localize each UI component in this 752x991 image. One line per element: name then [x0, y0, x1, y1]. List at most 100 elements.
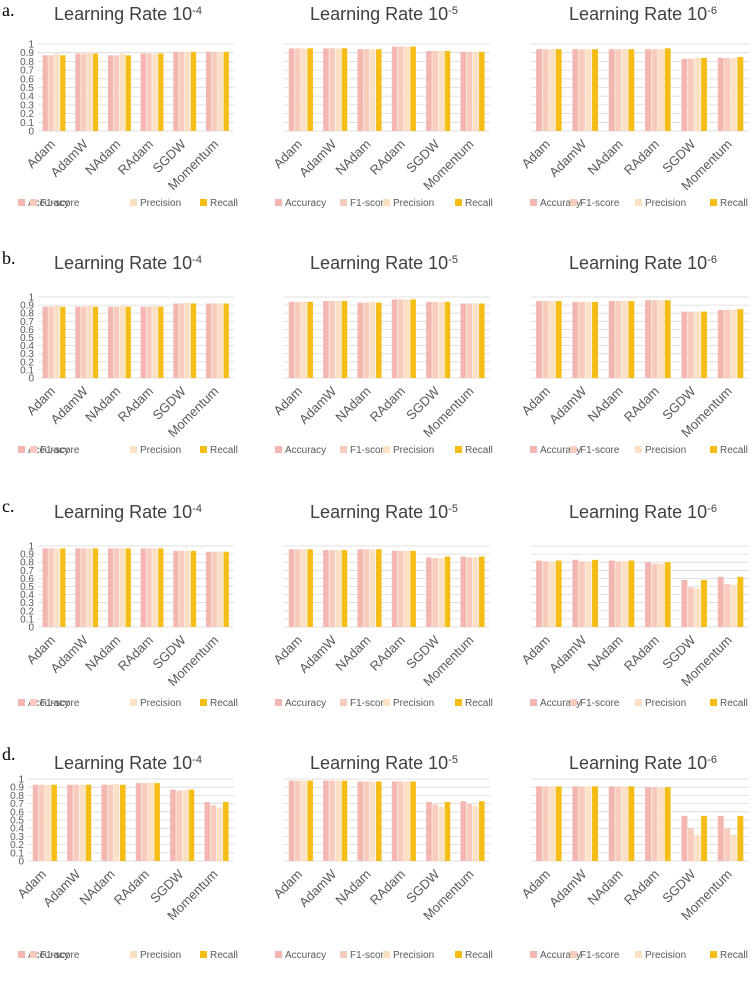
bar-precision-adamw — [87, 52, 93, 132]
bar-f1-score-adamw — [329, 550, 335, 627]
panel-label: c. — [2, 496, 15, 516]
legend-label: F1-score — [580, 698, 620, 709]
legend-label: Precision — [140, 198, 181, 209]
bar-accuracy-radam — [140, 548, 146, 627]
legend-swatch — [30, 699, 37, 706]
y-tick-label: 0.3 — [20, 100, 34, 111]
bar-accuracy-momentum — [205, 51, 212, 131]
chart-panel-3: b. Learning Rate 10-400.10.20.30.40.50.60… — [2, 248, 238, 456]
bar-precision-sgdw — [438, 558, 445, 627]
bar-precision-sgdw — [182, 790, 189, 861]
bar-accuracy-adam — [42, 548, 48, 627]
bar-recall-nadam — [376, 781, 382, 861]
bar-recall-radam — [664, 300, 671, 378]
x-category-label: NAdam — [332, 633, 373, 674]
y-tick-label: 0 — [28, 127, 34, 138]
bar-precision-sgdw — [438, 50, 445, 131]
chart-title: Learning Rate 10-5 — [310, 253, 458, 273]
x-category-label: RAdam — [367, 633, 408, 674]
bar-precision-radam — [658, 787, 665, 861]
bar-f1-score-adam — [542, 786, 549, 861]
legend-label: Recall — [465, 698, 493, 709]
bar-accuracy-radam — [645, 49, 652, 131]
bar-accuracy-momentum — [205, 551, 212, 627]
bar-precision-nadam — [621, 301, 628, 378]
chart-title: Learning Rate 10-5 — [310, 753, 458, 773]
y-tick-label: 0.9 — [10, 783, 24, 794]
y-tick-label: 0.8 — [20, 309, 34, 320]
bar-f1-score-momentum — [724, 584, 731, 627]
chart-panel-7: Learning Rate 10-5AdamAdamWNAdamRAdamSGD… — [270, 502, 492, 709]
bar-f1-score-sgdw — [687, 58, 694, 131]
bar-recall-momentum — [479, 303, 485, 378]
legend-label: Recall — [210, 698, 238, 709]
legend-label: Accuracy — [540, 198, 581, 209]
bar-accuracy-nadam — [101, 784, 108, 861]
bar-recall-radam — [158, 548, 164, 627]
bar-precision-sgdw — [185, 302, 191, 378]
legend-label: Recall — [465, 198, 493, 209]
bar-precision-adam — [549, 301, 556, 378]
bar-accuracy-sgdw — [681, 311, 688, 378]
bar-recall-radam — [410, 46, 416, 131]
bar-accuracy-adamw — [323, 780, 329, 861]
legend-swatch — [275, 446, 282, 453]
chart-title-exponent: -5 — [448, 5, 458, 17]
bar-accuracy-sgdw — [170, 789, 176, 861]
x-category-label: RAdam — [111, 867, 152, 908]
bar-recall-sgdw — [444, 50, 451, 131]
bar-recall-adamw — [341, 301, 348, 378]
bar-recall-adam — [60, 306, 66, 378]
chart-panel-2: Learning Rate 10-6AdamAdamWNAdamRAdamSGD… — [518, 4, 749, 209]
bar-recall-adam — [555, 786, 562, 861]
legend-label: Recall — [720, 698, 748, 709]
bar-recall-sgdw — [444, 801, 451, 861]
bar-precision-adam — [549, 562, 556, 627]
bar-accuracy-nadam — [107, 55, 114, 132]
y-tick-label: 0.9 — [20, 48, 34, 59]
legend-label: F1-score — [580, 950, 620, 961]
legend-label: Precision — [393, 198, 434, 209]
bar-f1-score-adamw — [329, 301, 335, 378]
bar-recall-adamw — [341, 780, 348, 861]
legend-swatch — [130, 199, 137, 206]
legend-label: Recall — [720, 198, 748, 209]
bar-precision-radam — [404, 46, 410, 131]
legend-swatch — [340, 699, 347, 706]
bar-f1-score-adam — [48, 548, 54, 627]
legend-label: Accuracy — [540, 950, 581, 961]
bar-recall-adam — [51, 784, 57, 861]
y-tick-label: 0.4 — [20, 590, 34, 601]
y-tick-label: 0.8 — [20, 57, 34, 68]
bar-precision-sgdw — [438, 806, 445, 861]
bar-precision-nadam — [621, 561, 628, 627]
bar-accuracy-momentum — [717, 57, 724, 131]
legend-swatch — [383, 446, 390, 453]
bar-f1-score-adamw — [578, 49, 585, 131]
bar-recall-momentum — [223, 303, 229, 378]
bar-accuracy-momentum — [204, 801, 211, 861]
y-tick-label: 0.1 — [20, 614, 34, 625]
bar-recall-momentum — [223, 801, 229, 861]
legend-swatch — [18, 699, 25, 706]
bar-recall-adam — [555, 49, 562, 131]
bar-accuracy-adamw — [572, 49, 579, 131]
legend-label: Accuracy — [285, 950, 326, 961]
bar-precision-momentum — [217, 51, 223, 131]
chart-panel-11: Learning Rate 10-6AdamAdamWNAdamRAdamSGD… — [518, 753, 749, 961]
bar-accuracy-sgdw — [173, 51, 179, 131]
x-category-label: AdamW — [546, 383, 590, 427]
bar-recall-adam — [307, 780, 313, 861]
bar-f1-score-adamw — [81, 53, 87, 131]
bar-f1-score-adam — [48, 55, 54, 132]
bar-f1-score-adam — [542, 301, 549, 378]
chart-title-exponent: -5 — [448, 254, 458, 266]
bar-f1-score-radam — [397, 550, 404, 627]
y-tick-label: 0.6 — [10, 807, 24, 818]
legend-label: Accuracy — [285, 698, 326, 709]
x-category-label: AdamW — [296, 383, 340, 427]
bar-accuracy-adamw — [67, 784, 73, 861]
bar-f1-score-adam — [294, 780, 301, 861]
bar-recall-sgdw — [188, 789, 195, 861]
